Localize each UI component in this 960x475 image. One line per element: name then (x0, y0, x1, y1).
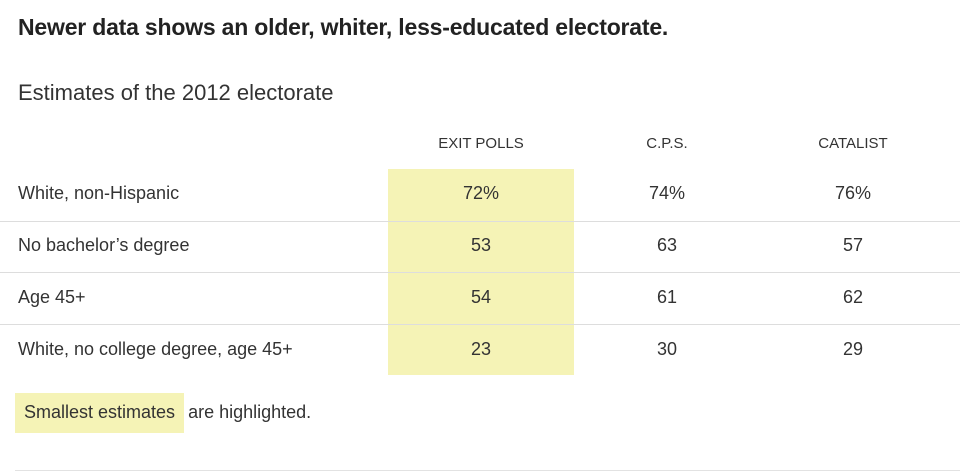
bottom-divider (15, 470, 960, 471)
table-row: No bachelor’s degree 53 63 57 (0, 221, 960, 273)
cell-cps: 74% (648, 183, 686, 203)
cell-exit-polls: 53 (470, 235, 492, 255)
row-divider (0, 324, 960, 325)
cell-catalist: 76% (834, 183, 872, 203)
legend-highlight-swatch: Smallest estimates (15, 393, 185, 433)
cell-exit-polls: 72% (462, 183, 500, 203)
cell-catalist: 29 (842, 339, 864, 359)
table-row: White, non-Hispanic 72% 74% 76% (0, 169, 960, 221)
row-divider (0, 221, 960, 222)
column-header-exit-polls: EXIT POLLS (438, 135, 524, 152)
cell-exit-polls: 23 (470, 339, 492, 359)
headline: Newer data shows an older, whiter, less-… (18, 14, 669, 40)
row-label: White, no college degree, age 45+ (18, 339, 293, 359)
cell-catalist: 57 (842, 235, 864, 255)
column-header-catalist: CATALIST (818, 135, 888, 152)
legend-text: are highlighted. (188, 402, 312, 422)
highlight-legend: Smallest estimates are highlighted. (15, 393, 311, 433)
cell-cps: 61 (656, 287, 678, 307)
row-label: No bachelor’s degree (18, 235, 190, 255)
cell-exit-polls: 54 (470, 287, 492, 307)
cell-cps: 63 (656, 235, 678, 255)
table-row: Age 45+ 54 61 62 (0, 273, 960, 325)
column-header-cps: C.P.S. (646, 135, 688, 152)
row-label: Age 45+ (18, 287, 86, 307)
row-divider (0, 272, 960, 273)
table-row: White, no college degree, age 45+ 23 30 … (0, 325, 960, 377)
cell-cps: 30 (656, 339, 678, 359)
subtitle: Estimates of the 2012 electorate (18, 80, 334, 105)
cell-catalist: 62 (842, 287, 864, 307)
row-label: White, non-Hispanic (18, 183, 180, 203)
